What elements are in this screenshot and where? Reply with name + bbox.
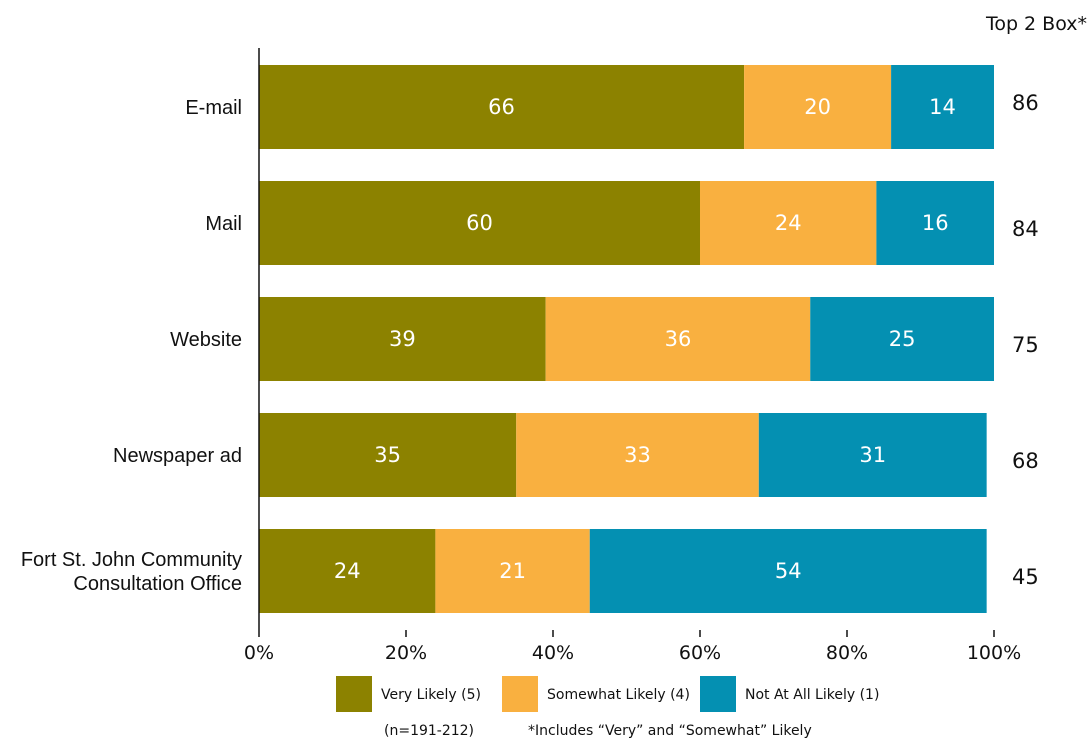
bar-value-label: 54 (775, 559, 802, 583)
bar-value-label: 24 (334, 559, 361, 583)
bar-value-label: 31 (859, 443, 886, 467)
x-tick-label: 100% (967, 642, 1021, 664)
category-label: Fort St. John Community Consultation Offi… (21, 549, 242, 595)
bar-value-label: 20 (804, 95, 831, 119)
bar-segment (758, 413, 987, 497)
footnote-top2-note: *Includes “Very” and “Somewhat” Likely (528, 723, 812, 739)
footnote: (n=191-212) *Includes “Very” and “Somewh… (384, 723, 812, 739)
footnote-sample-size: (n=191-212) (384, 723, 474, 739)
legend-swatch (700, 676, 736, 712)
legend-label: Very Likely (5) (381, 687, 481, 703)
bar-value-label: 66 (488, 95, 515, 119)
bar-segment (744, 65, 892, 149)
bar-segment (435, 529, 590, 613)
x-axis-ticks: 0% 20% 40% 60% 80% 100% (244, 630, 1021, 664)
bar-value-label: 35 (374, 443, 401, 467)
bar-value-label: 16 (922, 211, 949, 235)
bar-segment (545, 297, 811, 381)
category-label: Newspaper ad (113, 445, 242, 467)
category-label: Mail (205, 213, 242, 235)
bar-segment (259, 181, 700, 265)
bar-value-label: 21 (499, 559, 526, 583)
legend: Very Likely (5) Somewhat Likely (4) Not At… (336, 676, 879, 712)
bar-value-label: 33 (624, 443, 651, 467)
top2-box-column: Top 2 Box* 86 84 75 68 45 (985, 13, 1087, 589)
bar-segment (259, 413, 517, 497)
category-label-line: Fort St. John Community (21, 549, 242, 571)
bars-layer (259, 65, 994, 613)
bar-value-label: 24 (775, 211, 802, 235)
bar-value-label: 60 (466, 211, 493, 235)
x-tick-label: 60% (679, 642, 721, 664)
x-tick-label: 0% (244, 642, 274, 664)
bar-value-label: 39 (389, 327, 416, 351)
category-label: E-mail (185, 97, 242, 119)
bar-segment (700, 181, 877, 265)
bar-segment (259, 65, 745, 149)
bar-segment (891, 65, 994, 149)
bar-labels-layer: 66 20 14 60 24 16 39 36 25 35 33 31 24 21 54 (334, 95, 956, 583)
category-label-line: Consultation Office (73, 573, 242, 595)
legend-label: Somewhat Likely (4) (547, 687, 690, 703)
bar-value-label: 25 (889, 327, 916, 351)
top2-box-value: 45 (1012, 565, 1039, 589)
x-tick-label: 80% (826, 642, 868, 664)
top2-box-value: 68 (1012, 449, 1039, 473)
category-label-line: Website (170, 329, 242, 351)
category-label-line: E-mail (185, 97, 242, 119)
bar-segment (876, 181, 994, 265)
bar-segment (516, 413, 759, 497)
bar-segment (810, 297, 994, 381)
bar-value-label: 14 (929, 95, 956, 119)
legend-swatch (502, 676, 538, 712)
top2-box-value: 86 (1012, 91, 1039, 115)
legend-label: Not At All Likely (1) (745, 687, 879, 703)
bar-segment (589, 529, 987, 613)
bar-value-label: 36 (665, 327, 692, 351)
top2-box-header: Top 2 Box* (985, 13, 1087, 35)
x-tick-label: 40% (532, 642, 574, 664)
category-labels: E-mail Mail Website Newspaper ad Fort St. Jo… (21, 97, 242, 595)
x-tick-label: 20% (385, 642, 427, 664)
category-label-line: Newspaper ad (113, 445, 242, 467)
category-label-line: Mail (205, 213, 242, 235)
bar-segment (259, 529, 436, 613)
bar-segment (259, 297, 546, 381)
top2-box-value: 84 (1012, 217, 1039, 241)
legend-swatch (336, 676, 372, 712)
top2-box-value: 75 (1012, 333, 1039, 357)
category-label: Website (170, 329, 242, 351)
